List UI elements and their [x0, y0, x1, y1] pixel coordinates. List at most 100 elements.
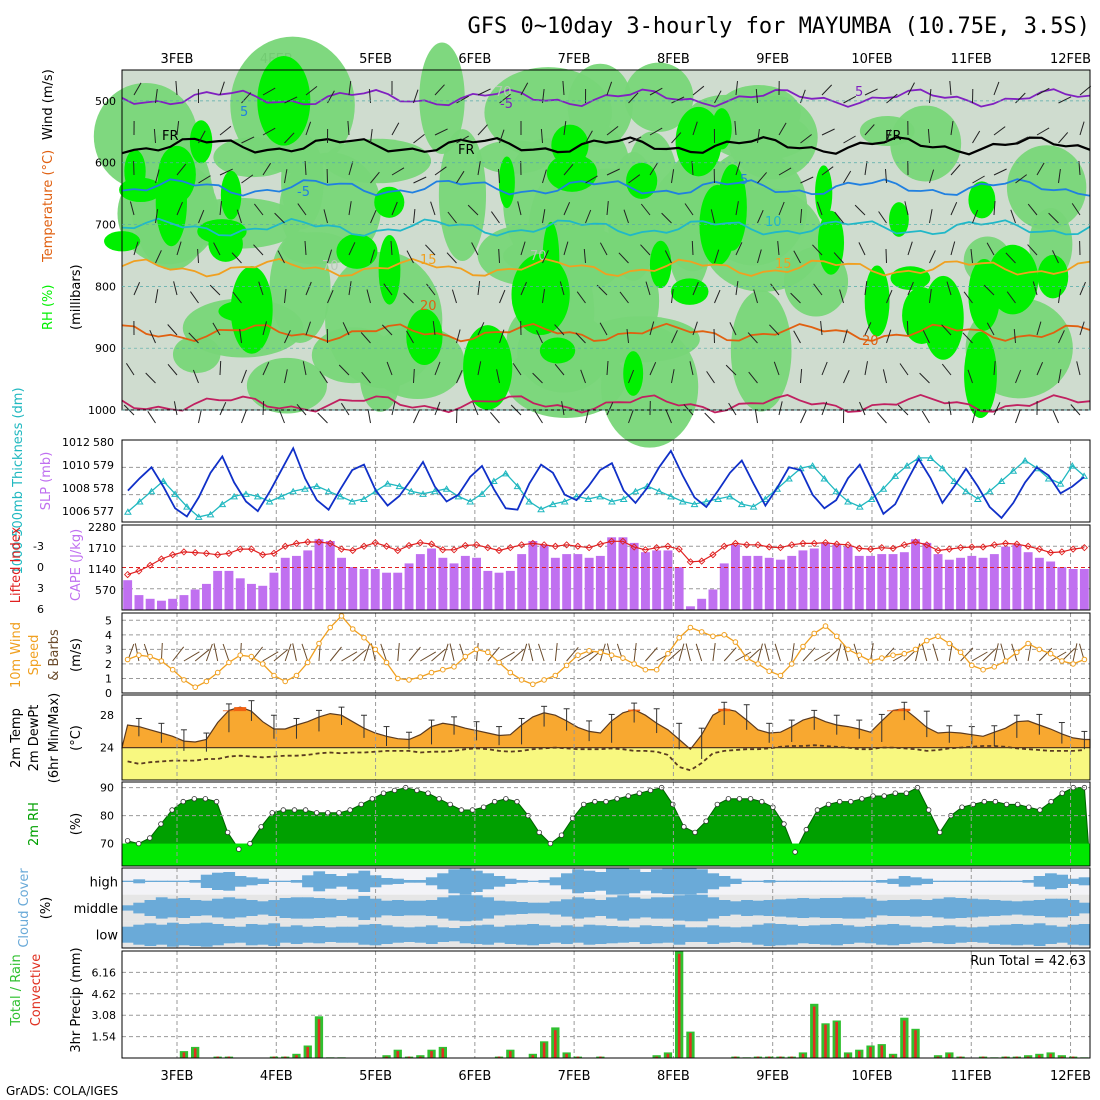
rh2m-point [480, 804, 487, 810]
wind-barb [262, 400, 265, 416]
thickness-point [1021, 457, 1029, 464]
wind-barb [821, 84, 833, 96]
cape-bar [449, 563, 459, 610]
cloud-bar-middle [842, 897, 855, 919]
isotherm-label: 20 [862, 334, 879, 349]
wind-barb [843, 170, 852, 184]
cloud-bar-middle [1033, 900, 1046, 916]
cloud-bar-high [1033, 876, 1046, 887]
lifted-index-point [191, 548, 199, 557]
wind-barb [661, 212, 672, 224]
thickness-point [867, 495, 876, 502]
wind10m-point [676, 634, 683, 641]
cloud-bar-low [414, 926, 427, 943]
wind-barb [854, 204, 866, 216]
ylabel-wind: Wind (m/s) [41, 69, 56, 140]
cloud-bar-low [887, 924, 900, 946]
cloud-bar-high [178, 880, 191, 882]
wind-barb [671, 132, 682, 144]
wind-barb [241, 92, 252, 104]
legend-convective: Convective [29, 954, 44, 1027]
wind-barb [430, 201, 436, 216]
cloud-bar-middle [606, 897, 618, 919]
rh-blob-high [378, 234, 401, 305]
wind-barb [534, 410, 543, 424]
cape-bar [134, 595, 144, 610]
cloud-bar-middle [673, 895, 686, 921]
cloud-bar-high [245, 877, 258, 886]
wind-barb [729, 322, 737, 336]
wind-barb [1027, 244, 1038, 256]
cape-bar [697, 598, 707, 610]
wind-barb [434, 166, 447, 176]
cloud-bar-low [482, 924, 494, 945]
precip-convective-bar [891, 1055, 895, 1058]
cape-bar [247, 583, 256, 610]
rh2m-point [558, 832, 565, 838]
wind10m-point [743, 655, 750, 661]
rh2m-point [425, 790, 431, 796]
wind-barb [304, 160, 307, 176]
wind-barb [922, 330, 930, 344]
rh-blob-high [124, 149, 146, 193]
isotherm-line [121, 88, 1091, 108]
lifted-index-point [956, 544, 965, 552]
wind-barb [1079, 121, 1085, 136]
cloud-bar-low [392, 926, 404, 943]
wind-barb [446, 252, 457, 264]
isotherm-label: 20 [420, 299, 437, 314]
cloud-bar-high [482, 873, 494, 890]
cape-bar [776, 559, 785, 610]
rh-blob-high [670, 278, 709, 305]
cloud-bar-low [1045, 925, 1057, 944]
cloud-bar-low [786, 924, 798, 945]
lifted-index-point [934, 546, 942, 555]
wind10m-barb [134, 643, 140, 662]
wind10m-point [980, 666, 986, 673]
dewpoint-area [122, 747, 1090, 780]
precip-convective-bar [959, 1056, 962, 1058]
rh2m-point [636, 790, 643, 796]
lifted-index-point [799, 539, 807, 548]
date-label-bottom: 6FEB [458, 1069, 491, 1084]
wind10m-point [203, 678, 210, 685]
cloud-bar-low [122, 926, 134, 943]
wind-barb [886, 329, 892, 344]
wind10m-point [451, 664, 457, 670]
lifted-index-point [754, 541, 762, 549]
wind-barb [467, 204, 479, 216]
wind10m-barb [982, 648, 997, 662]
cloud-bar-low [1011, 924, 1023, 946]
cloud-bar-middle [302, 897, 314, 919]
rh2m-point [458, 807, 465, 813]
wind10m-barb [791, 643, 795, 662]
rh-blob-mid [601, 326, 699, 448]
wind-barb [297, 203, 307, 216]
isotherm-label: 15 [420, 253, 437, 268]
wind-barb [447, 211, 457, 224]
cloud-bar-high [470, 870, 483, 892]
cloud-bar-high [133, 879, 146, 884]
cloud-bar-low [167, 922, 179, 947]
cloud-bar-middle [1022, 900, 1035, 916]
rh2m-point [937, 829, 943, 836]
cape-bar [888, 554, 898, 610]
cape-bar [652, 550, 662, 610]
wind10m-barb [487, 646, 500, 662]
cloud-bar-high [842, 880, 855, 882]
wind-barb [554, 324, 565, 336]
wind-barb [757, 209, 764, 224]
thickness-point [478, 490, 486, 497]
wind-barb [645, 281, 651, 296]
cloud-bar-low [808, 925, 821, 944]
rh2m-point [692, 829, 698, 836]
rh2m-point [992, 798, 999, 805]
cape-bar [629, 542, 639, 610]
rh2m-point [959, 804, 965, 810]
wind10m-point [552, 672, 559, 679]
rh2m-panel-frame [121, 781, 1091, 867]
date-label-bottom: 8FEB [657, 1069, 690, 1084]
wind10m-point [259, 661, 266, 667]
wind10m-point [665, 650, 671, 657]
wind-barb [970, 249, 973, 264]
